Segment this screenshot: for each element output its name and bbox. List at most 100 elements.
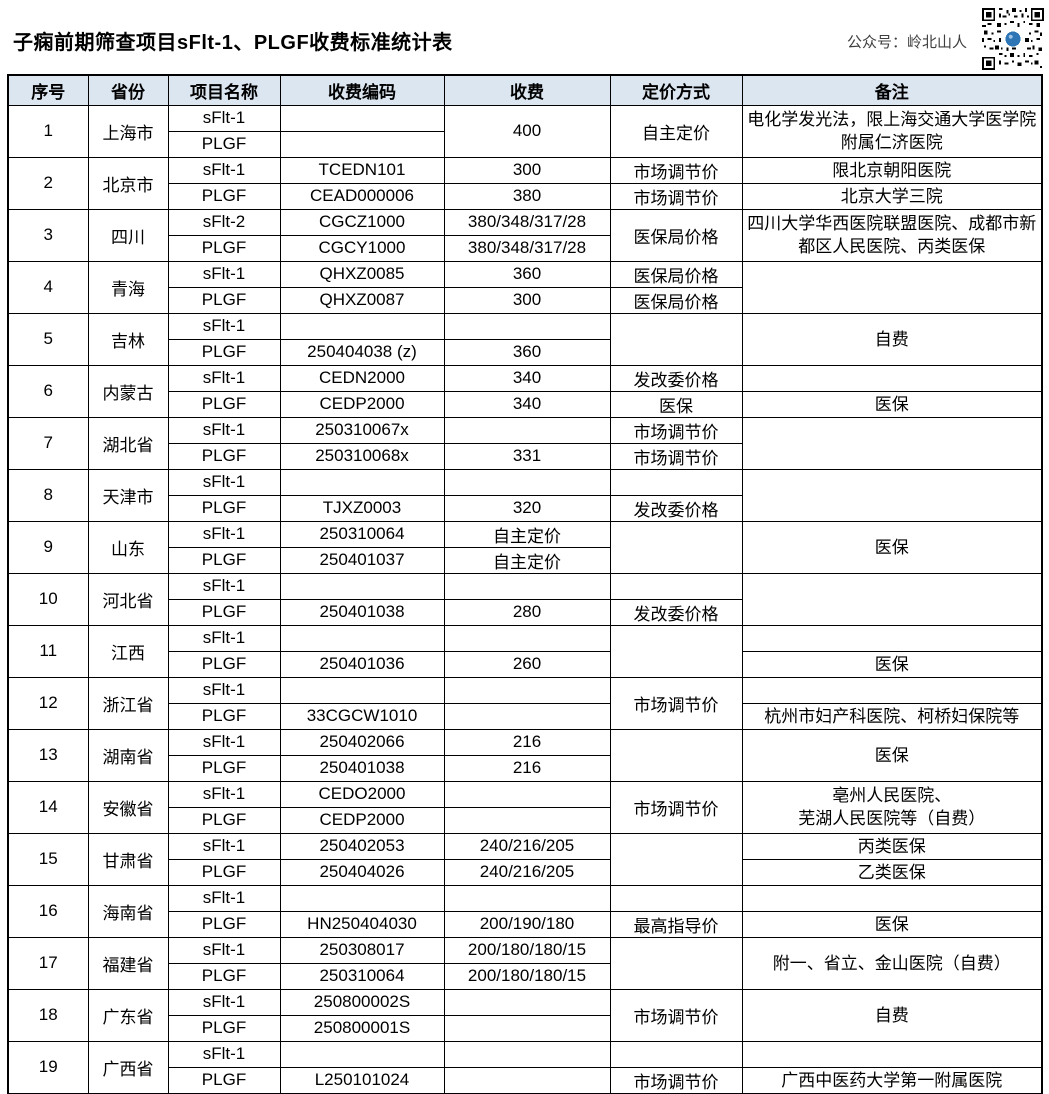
cell-code bbox=[279, 624, 445, 652]
cell-pricing: 发改委价格 bbox=[609, 494, 743, 522]
cell-code: 250308017 bbox=[279, 936, 445, 964]
cell-remark bbox=[741, 676, 1043, 704]
cell-pricing: 市场调节价 bbox=[609, 416, 743, 444]
cell-code: 250404038 (z) bbox=[279, 338, 445, 366]
table-row: PLGF 250404026 240/216/205 乙类医保 bbox=[8, 858, 1043, 886]
cell-fee: 331 bbox=[443, 442, 611, 470]
cell-remark: 自费 bbox=[741, 312, 1043, 366]
cell-pricing bbox=[609, 728, 743, 782]
cell-fee: 200/180/180/15 bbox=[443, 962, 611, 990]
cell-fee: 360 bbox=[443, 338, 611, 366]
cell-pricing bbox=[609, 312, 743, 366]
cell-fee: 216 bbox=[443, 754, 611, 782]
cell-pricing bbox=[609, 520, 743, 574]
cell-code: CEDP2000 bbox=[279, 806, 445, 834]
table-row: 13 湖南省 sFlt-1 250402066 216 医保 bbox=[7, 728, 1043, 782]
cell-item: sFlt-1 bbox=[167, 104, 281, 132]
table-header-row: 序号 省份 项目名称 收费编码 收费 定价方式 备注 bbox=[7, 74, 1043, 106]
cell-item: PLGF bbox=[167, 442, 281, 470]
cell-fee: 200/180/180/15 bbox=[443, 936, 611, 964]
cell-no: 9 bbox=[7, 520, 89, 574]
cell-fee bbox=[443, 572, 611, 600]
cell-item: sFlt-1 bbox=[167, 260, 281, 288]
cell-remark bbox=[741, 416, 1043, 470]
cell-province: 天津市 bbox=[87, 468, 169, 522]
cell-item: sFlt-1 bbox=[167, 1040, 281, 1068]
table-row: 1 上海市 sFlt-1 400 自主定价 电化学发光法，限上海交通大学医学院附属仁济医院 bbox=[7, 104, 1043, 158]
cell-province: 内蒙古 bbox=[87, 364, 169, 418]
cell-pricing bbox=[609, 624, 743, 678]
cell-pricing: 市场调节价 bbox=[609, 182, 743, 210]
cell-code: HN250404030 bbox=[279, 910, 445, 938]
cell-remark bbox=[741, 624, 1043, 652]
cell-item: PLGF bbox=[167, 962, 281, 990]
cell-fee: 380/348/317/28 bbox=[443, 234, 611, 262]
cell-item: PLGF bbox=[167, 182, 281, 210]
cell-remark: 医保 bbox=[741, 650, 1043, 678]
cell-province: 四川 bbox=[87, 208, 169, 262]
cell-fee: 216 bbox=[443, 728, 611, 756]
table-row: PLGF HN250404030 200/190/180 最高指导价 医保 bbox=[8, 910, 1043, 938]
cell-fee: 240/216/205 bbox=[443, 858, 611, 886]
cell-pricing: 发改委价格 bbox=[609, 598, 743, 626]
table-row: 9 山东 sFlt-1 250310064 自主定价 医保 bbox=[7, 520, 1043, 574]
cell-item: PLGF bbox=[167, 650, 281, 678]
cell-item: PLGF bbox=[167, 390, 281, 418]
cell-pricing: 市场调节价 bbox=[609, 156, 743, 184]
table-row: PLGF bbox=[8, 130, 1042, 158]
table-row: PLGF 250800001S bbox=[8, 1014, 1042, 1042]
table-row: 10 河北省 sFlt-1 bbox=[7, 572, 1043, 626]
cell-fee: 320 bbox=[443, 494, 611, 522]
cell-code: 250404026 bbox=[279, 858, 445, 886]
cell-pricing: 发改委价格 bbox=[609, 364, 743, 392]
cell-fee: 280 bbox=[443, 598, 611, 626]
cell-province: 广西省 bbox=[87, 1040, 169, 1094]
cell-no: 10 bbox=[7, 572, 89, 626]
cell-province: 吉林 bbox=[87, 312, 169, 366]
cell-no: 15 bbox=[7, 832, 89, 886]
cell-item: sFlt-1 bbox=[167, 572, 281, 600]
cell-code bbox=[279, 312, 445, 340]
cell-pricing bbox=[609, 884, 743, 912]
table-row: 8 天津市 sFlt-1 bbox=[7, 468, 1043, 522]
cell-remark bbox=[741, 364, 1043, 392]
cell-fee: 260 bbox=[443, 650, 611, 678]
cell-code: 250310067x bbox=[279, 416, 445, 444]
table-row: PLGF 33CGCW1010 杭州市妇产科医院、柯桥妇保院等 bbox=[8, 702, 1043, 730]
cell-code: 250402053 bbox=[279, 832, 445, 860]
cell-no: 7 bbox=[7, 416, 89, 470]
cell-no: 12 bbox=[7, 676, 89, 730]
cell-code: CEDO2000 bbox=[279, 780, 445, 808]
cell-no: 11 bbox=[7, 624, 89, 678]
cell-item: sFlt-1 bbox=[167, 884, 281, 912]
table-row: 7 湖北省 sFlt-1 250310067x 市场调节价 bbox=[7, 416, 1043, 470]
cell-pricing: 自主定价 bbox=[609, 104, 743, 158]
table-row: PLGF CEDP2000 340 医保 医保 bbox=[8, 390, 1043, 418]
cell-no: 19 bbox=[7, 1040, 89, 1094]
cell-code: CGCZ1000 bbox=[279, 208, 445, 236]
cell-item: PLGF bbox=[167, 234, 281, 262]
cell-remark: 限北京朝阳医院 bbox=[741, 156, 1043, 184]
cell-item: PLGF bbox=[167, 1066, 281, 1094]
cell-pricing bbox=[609, 572, 743, 600]
cell-code: QHXZ0085 bbox=[279, 260, 445, 288]
cell-item: sFlt-1 bbox=[167, 520, 281, 548]
cell-fee: 400 bbox=[443, 104, 611, 158]
cell-fee bbox=[443, 806, 611, 834]
cell-code: QHXZ0087 bbox=[279, 286, 445, 314]
cell-item: sFlt-1 bbox=[167, 416, 281, 444]
table-row: PLGF 250401037 自主定价 bbox=[8, 546, 1042, 574]
cell-item: PLGF bbox=[167, 1014, 281, 1042]
cell-pricing: 医保局价格 bbox=[609, 260, 743, 288]
table-row: 5 吉林 sFlt-1 自费 bbox=[7, 312, 1043, 366]
cell-code bbox=[279, 104, 445, 132]
table-row: PLGF 250401038 216 bbox=[8, 754, 1042, 782]
cell-pricing: 医保局价格 bbox=[609, 208, 743, 262]
cell-item: sFlt-1 bbox=[167, 832, 281, 860]
table-row: PLGF 250401038 280 发改委价格 bbox=[8, 598, 1042, 626]
cell-fee: 380/348/317/28 bbox=[443, 208, 611, 236]
cell-no: 2 bbox=[7, 156, 89, 210]
cell-province: 安徽省 bbox=[87, 780, 169, 834]
cell-fee: 240/216/205 bbox=[443, 832, 611, 860]
